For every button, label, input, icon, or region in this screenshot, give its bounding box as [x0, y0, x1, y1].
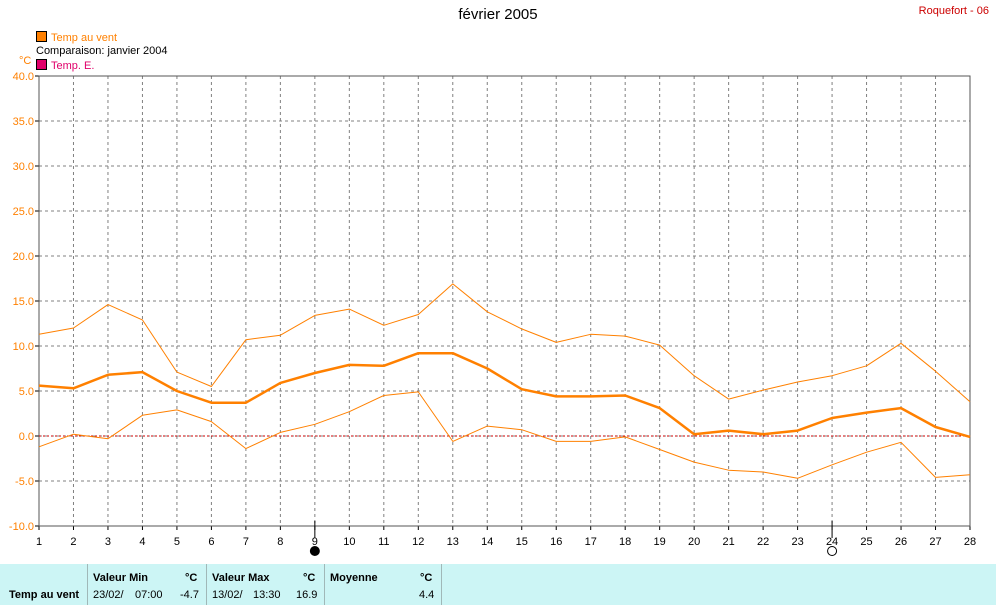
- x-tick-label: 13: [447, 536, 459, 548]
- x-tick-label: 26: [895, 536, 907, 548]
- y-tick-label: -5.0: [15, 476, 34, 488]
- series-line-min: [38, 391, 971, 479]
- y-tick-label: 40.0: [13, 71, 34, 83]
- max-time: 13:30: [253, 589, 281, 601]
- series-layer: [38, 283, 971, 479]
- x-tick-label: 4: [139, 536, 145, 548]
- mean-unit: °C: [420, 572, 433, 584]
- grid: [39, 76, 970, 526]
- x-tick-label: 22: [757, 536, 769, 548]
- y-tick-label: 0.0: [19, 431, 34, 443]
- moon-phase-layer: [309, 521, 838, 556]
- divider: [441, 564, 442, 605]
- y-tick-label: 20.0: [13, 251, 34, 263]
- y-tick-label: 30.0: [13, 161, 34, 173]
- x-tick-label: 8: [277, 536, 283, 548]
- full-moon-icon: [827, 546, 838, 556]
- x-tick-label: 17: [585, 536, 597, 548]
- max-header: Valeur Max: [212, 572, 270, 584]
- x-tick-label: 27: [929, 536, 941, 548]
- x-tick-label: 16: [550, 536, 562, 548]
- legend-label: Temp. E.: [51, 60, 95, 72]
- x-tick-label: 5: [174, 536, 180, 548]
- max-value: 16.9: [296, 589, 318, 601]
- x-tick-label: 19: [654, 536, 666, 548]
- legend-item-temp-au-vent[interactable]: Temp au vent: [36, 31, 117, 44]
- legend-label: Comparaison: janvier 2004: [36, 45, 168, 57]
- x-tick-label: 15: [516, 536, 528, 548]
- x-tick-label: 12: [412, 536, 424, 548]
- series-line-mean: [38, 351, 971, 439]
- x-tick-label: 24: [826, 536, 838, 548]
- x-tick-label: 20: [688, 536, 700, 548]
- chart-svg: -10.0 -5.0 0.0 5.0 10.0 15.0 20.0 25.0 30.0 35.0 4…: [9, 71, 976, 556]
- y-tick-label: 10.0: [13, 341, 34, 353]
- divider: [87, 564, 88, 605]
- min-header: Valeur Min: [93, 572, 149, 584]
- x-tick-label: 14: [481, 536, 493, 548]
- max-date: 13/02/: [212, 589, 243, 601]
- new-moon-icon: [309, 546, 320, 556]
- x-tick-label: 1: [36, 536, 42, 548]
- series-line-max: [38, 283, 971, 403]
- legend-swatch-orange: [36, 31, 47, 42]
- y-tick-label: 25.0: [13, 206, 34, 218]
- min-value: -4.7: [180, 589, 199, 601]
- x-tick-label: 2: [70, 536, 76, 548]
- chart-title: février 2005: [458, 6, 538, 23]
- x-tick-label: 6: [208, 536, 214, 548]
- axes: -10.0 -5.0 0.0 5.0 10.0 15.0 20.0 25.0 30.0 35.0 4…: [9, 71, 976, 548]
- min-time: 07:00: [135, 589, 163, 601]
- legend-item-comparison: Comparaison: janvier 2004: [36, 45, 167, 58]
- summary-panel: Temp au vent Valeur Min °C 23/02/ 07:00 …: [0, 564, 996, 605]
- x-tick-label: 21: [723, 536, 735, 548]
- station-name: Roquefort - 06: [918, 5, 989, 17]
- legend-label: Temp au vent: [51, 32, 118, 44]
- max-unit: °C: [303, 572, 316, 584]
- min-unit: °C: [185, 572, 198, 584]
- plot-frame: [38, 75, 971, 527]
- y-tick-label: 5.0: [19, 386, 34, 398]
- divider: [324, 564, 325, 605]
- x-tick-label: 11: [378, 536, 389, 548]
- legend-item-temp-e[interactable]: Temp. E.: [36, 59, 94, 72]
- min-date: 23/02/: [93, 589, 124, 601]
- mean-header: Moyenne: [330, 572, 378, 584]
- x-tick-label: 3: [105, 536, 111, 548]
- x-tick-label: 23: [791, 536, 803, 548]
- y-tick-label: 35.0: [13, 116, 34, 128]
- y-tick-label: -10.0: [9, 521, 34, 533]
- y-tick-label: 15.0: [13, 296, 34, 308]
- summary-row-label: Temp au vent: [9, 589, 80, 601]
- x-tick-label: 7: [243, 536, 249, 548]
- x-tick-label: 28: [964, 536, 976, 548]
- x-tick-label: 9: [312, 536, 318, 548]
- x-tick-label: 18: [619, 536, 631, 548]
- divider: [206, 564, 207, 605]
- mean-value: 4.4: [419, 589, 435, 601]
- y-axis-unit: °C: [19, 55, 32, 67]
- x-tick-label: 25: [860, 536, 872, 548]
- x-tick-label: 10: [343, 536, 355, 548]
- legend-swatch-magenta: [36, 59, 47, 70]
